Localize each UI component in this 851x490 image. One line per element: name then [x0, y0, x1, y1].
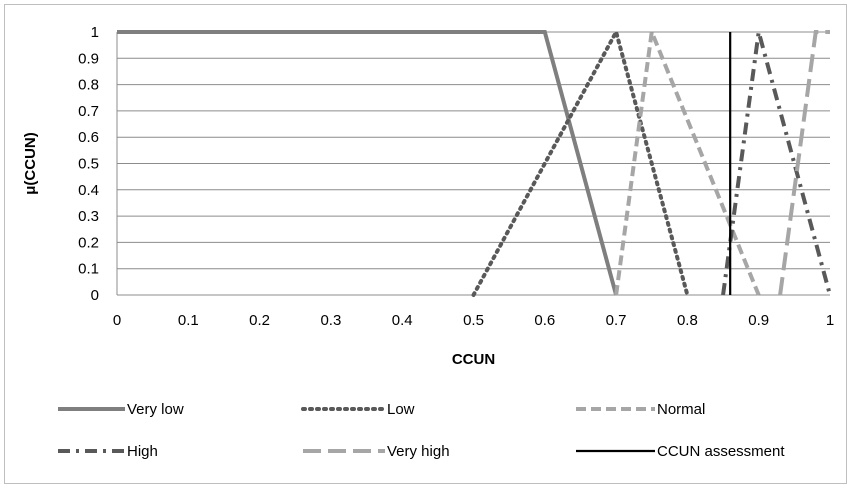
x-tick-label: 1 [826, 312, 834, 329]
x-tick-label: 0.3 [320, 312, 341, 329]
y-tick-label: 0.5 [78, 156, 99, 173]
series-line [117, 30, 619, 296]
x-tick-label: 0 [113, 312, 121, 329]
y-tick-label: 0.7 [78, 103, 99, 120]
y-tick-label: 1 [91, 24, 99, 41]
x-tick-label: 0.2 [249, 312, 270, 329]
x-tick-label: 0.1 [178, 312, 199, 329]
y-tick-label: 0 [91, 287, 99, 304]
y-tick-label: 0.3 [78, 208, 99, 225]
x-tick-label: 0.7 [606, 312, 627, 329]
x-tick-label: 0.6 [534, 312, 555, 329]
series-line [721, 31, 832, 296]
y-tick-label: 0.8 [78, 77, 99, 94]
legend-label: Low [387, 401, 415, 418]
y-tick-label: 0.1 [78, 261, 99, 278]
legend: Very low Low Normal High Very high CCUN asses… [58, 401, 785, 460]
legend-label: High [127, 443, 158, 460]
grid [116, 31, 830, 296]
legend-label: CCUN assessment [657, 443, 785, 460]
x-axis-label: CCUN [452, 351, 495, 368]
x-tick-label: 0.8 [677, 312, 698, 329]
legend-label: Normal [657, 401, 705, 418]
y-tick-label: 0.4 [78, 182, 99, 199]
y-axis-ticks: 0 0.1 0.2 0.3 0.4 0.5 0.6 0.7 0.8 0.9 1 [78, 24, 99, 304]
series-line [614, 24, 761, 296]
series-lines [117, 24, 832, 297]
chart-frame: 0 0.1 0.2 0.3 0.4 0.5 0.6 0.7 0.8 0.9 1 0 0.1 0.2 0.3… [4, 4, 847, 484]
y-axis-label: μ(CCUN) [22, 132, 39, 195]
y-tick-label: 0.9 [78, 50, 99, 67]
fuzzy-membership-chart: 0 0.1 0.2 0.3 0.4 0.5 0.6 0.7 0.8 0.9 1 0 0.1 0.2 0.3… [22, 24, 834, 460]
y-tick-label: 0.2 [78, 234, 99, 251]
x-tick-label: 0.5 [463, 312, 484, 329]
x-tick-label: 0.4 [392, 312, 413, 329]
legend-label: Very low [127, 401, 184, 418]
y-tick-label: 0.6 [78, 129, 99, 146]
legend-label: Very high [387, 443, 450, 460]
series-line [778, 30, 830, 296]
series-line [471, 26, 690, 297]
x-axis-ticks: 0 0.1 0.2 0.3 0.4 0.5 0.6 0.7 0.8 0.9 1 [113, 312, 834, 329]
x-tick-label: 0.9 [748, 312, 769, 329]
